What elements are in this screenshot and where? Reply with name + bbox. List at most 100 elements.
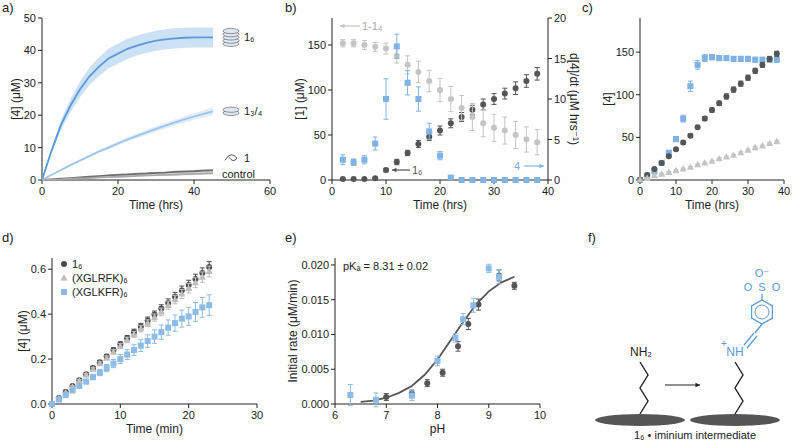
error-bar	[471, 298, 476, 312]
marker	[165, 301, 172, 307]
x-tick-label: 10	[114, 409, 126, 421]
y-tick	[328, 180, 332, 181]
marker	[523, 177, 529, 183]
marker	[138, 343, 144, 349]
panel: d)01020300.00.20.40.6Time (min)[4] (μM)1…	[2, 230, 263, 436]
marker	[70, 388, 76, 394]
icon	[223, 28, 239, 33]
error-bar	[351, 159, 356, 165]
error-bar	[111, 360, 116, 368]
lysine-chain	[735, 362, 743, 414]
y-axis	[335, 258, 336, 404]
series-label: 1	[244, 152, 250, 164]
y-tick	[328, 135, 332, 136]
error-bar	[427, 70, 432, 92]
legend-label: (XGLKFR)₆	[72, 286, 128, 298]
error-bar	[453, 334, 458, 342]
x-tick	[188, 404, 189, 408]
error-bar	[470, 104, 475, 131]
panel-letter: b)	[285, 0, 297, 15]
x-tick	[540, 404, 541, 408]
error-bar	[362, 41, 367, 50]
marker	[185, 285, 192, 291]
marker	[145, 338, 151, 344]
marker	[152, 334, 158, 340]
x-tick-label: 30	[488, 185, 500, 197]
error-bar	[91, 374, 96, 379]
y-tick-label: 50	[314, 129, 326, 141]
y2-tick-label: 10	[554, 93, 566, 105]
sulfonate-atom: O	[772, 281, 781, 293]
marker	[372, 44, 378, 50]
arrowhead	[340, 24, 345, 28]
error-bar	[492, 94, 497, 105]
marker	[131, 331, 138, 337]
x-tick-label: 20	[434, 185, 446, 197]
y-axis-title: Initial rate (μM/min)	[286, 280, 300, 383]
caption: 1₆ • iminium intermediate	[634, 429, 756, 441]
sulfonate-atom: O	[744, 281, 753, 293]
y-tick	[38, 82, 42, 83]
marker	[702, 116, 708, 122]
marker	[347, 392, 353, 398]
error-bar	[481, 99, 486, 110]
error-bar	[394, 34, 399, 58]
error-bar	[760, 62, 765, 67]
marker	[372, 175, 378, 181]
marker	[179, 316, 185, 322]
marker	[383, 46, 389, 52]
error-bar	[173, 315, 178, 331]
error-bar	[753, 57, 758, 62]
marker	[513, 132, 519, 138]
marker	[144, 319, 151, 325]
marker	[723, 153, 730, 159]
error-bar	[674, 137, 679, 142]
error-bar	[145, 320, 150, 327]
marker	[440, 370, 446, 376]
error-bar	[427, 123, 432, 139]
marker	[695, 62, 701, 68]
x-tick	[712, 180, 713, 184]
error-band	[42, 169, 213, 180]
y-tick-label: 20	[24, 109, 36, 121]
arrowhead	[695, 383, 700, 387]
marker	[534, 139, 540, 145]
y2-tick	[548, 139, 552, 140]
x-tick-label: 30	[742, 185, 754, 197]
error-bar	[138, 340, 143, 352]
line	[42, 37, 213, 180]
bond	[755, 324, 762, 333]
icon	[223, 107, 239, 112]
diagram: f)NH₂NH+O⁻SOO1₆ • iminium intermediate	[588, 230, 781, 441]
y-tick-label: 0.2	[31, 353, 46, 365]
error-bar	[512, 282, 517, 289]
marker	[137, 325, 144, 331]
marker	[673, 167, 680, 173]
x-tick-label: 8	[434, 409, 440, 421]
error-bar	[438, 152, 443, 160]
x-tick-label: 40	[188, 185, 200, 197]
ring	[752, 300, 773, 324]
marker	[110, 348, 117, 354]
marker	[111, 361, 117, 367]
panel: a)020406001020304050Time (hrs)[4] (μM)1₆…	[2, 0, 276, 212]
error-bar	[97, 369, 102, 375]
error-bar	[502, 88, 507, 99]
marker	[405, 150, 411, 156]
axes: 020406001020304050Time (hrs)[4] (μM)	[9, 12, 276, 212]
error-bar	[448, 86, 453, 111]
y-tick-label: 0.000	[301, 398, 329, 410]
x-tick	[548, 180, 549, 184]
legend-swatch	[61, 289, 67, 295]
labels: pKₐ = 8.31 ± 0.02	[343, 260, 428, 272]
error-bar	[362, 156, 367, 164]
marker	[774, 57, 780, 63]
x-tick-label: 0	[39, 185, 45, 197]
marker	[49, 401, 55, 407]
error-bar	[774, 57, 779, 62]
error-bar	[767, 56, 772, 61]
marker	[766, 140, 773, 146]
y-tick-label: 100	[308, 84, 326, 96]
error-bar	[351, 40, 356, 47]
marker	[469, 177, 475, 183]
